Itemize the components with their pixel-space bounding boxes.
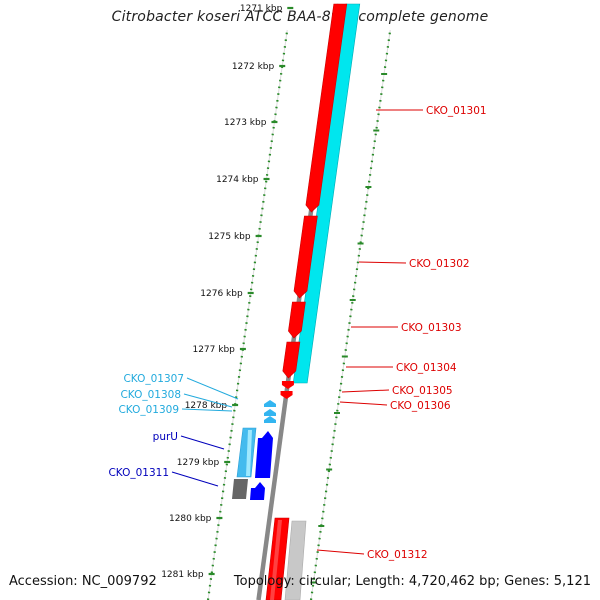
gene-leader-line [171, 471, 219, 487]
scale-tick-label: 1272 kbp [232, 62, 275, 72]
gene-label-CKO_01306: CKO_01306 [390, 400, 451, 412]
gene-label-CKO_01312: CKO_01312 [367, 549, 428, 561]
scale-tick-label: 1274 kbp [216, 175, 259, 185]
cds-arrow-CKO_01306 [280, 391, 293, 399]
cds-arrow-CKO_01304 [282, 341, 301, 379]
gene-label-CKO_01301: CKO_01301 [426, 105, 487, 117]
genome-summary: Topology: circular; Length: 4,720,462 bp… [233, 574, 591, 589]
accession-text: Accession: NC_009792 [9, 574, 157, 589]
cds-arrow-CKO_01301 [305, 3, 348, 213]
cds-arrow-CKO_01309 [264, 416, 276, 423]
track-edge-left [207, 29, 288, 600]
gene-label-CKO_01305: CKO_01305 [392, 385, 453, 397]
gene-label-CKO_01309: CKO_01309 [118, 404, 179, 416]
cds-arrow-CKO_01305 [281, 381, 294, 389]
gene-label-CKO_01302: CKO_01302 [409, 258, 470, 270]
cds-arrow-purU [255, 431, 273, 478]
scale-tick-label: 1273 kbp [224, 118, 267, 128]
gene-leader-line [180, 435, 225, 450]
gene-label-purU: purU [153, 431, 178, 443]
scale-tick-label: 1278 kbp [185, 401, 228, 411]
gene-leader-line [341, 389, 390, 393]
gene-leader-line [316, 549, 365, 555]
cds-arrow-CKO_01303 [288, 301, 306, 339]
scale-tick-label: 1281 kbp [161, 570, 204, 580]
cds-arrow-CKO_01308 [264, 409, 276, 416]
gene-leader-line [183, 393, 233, 408]
cds-arrow-CKO_01311 [250, 482, 265, 500]
cds-arrow-CKO_01302 [293, 215, 318, 299]
scale-tick-label: 1275 kbp [208, 232, 251, 242]
cds-arrow-CKO_01312-highlight [270, 520, 282, 600]
gene-bar-CKO_01312 [284, 520, 307, 600]
map-title: Citrobacter koseri ATCC BAA-895, complet… [111, 9, 489, 25]
gene-bar-purU-highlight [246, 430, 252, 476]
gene-leader-line [358, 261, 407, 264]
gene-bar-CKO_01311 [232, 479, 248, 499]
gene-label-CKO_01308: CKO_01308 [120, 389, 181, 401]
scale-tick-label: 1277 kbp [192, 345, 235, 355]
scale-tick-label: 1280 kbp [169, 514, 212, 524]
scale-tick-label: 1271 kbp [240, 4, 283, 14]
gene-label-CKO_01307: CKO_01307 [123, 373, 184, 385]
gene-label-CKO_01311: CKO_01311 [108, 467, 169, 479]
gene-leader-line [186, 377, 239, 400]
gene-label-CKO_01304: CKO_01304 [396, 362, 457, 374]
scale-dotted-line [206, 29, 289, 600]
gene-leader-line [339, 401, 388, 406]
right-dotted-line [309, 29, 392, 600]
cds-arrow-CKO_01307 [264, 400, 276, 407]
gene-label-CKO_01303: CKO_01303 [401, 322, 462, 334]
gene-leader-line [181, 408, 233, 412]
scale-tick-label: 1276 kbp [200, 289, 243, 299]
scale-tick-label: 1279 kbp [177, 458, 220, 468]
